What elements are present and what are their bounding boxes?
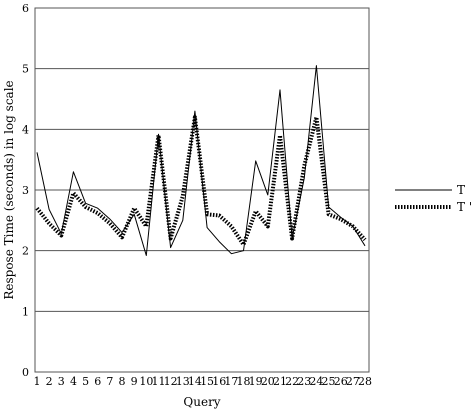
x-tick-label: 4 — [70, 375, 77, 388]
series-line-t — [36, 65, 366, 256]
x-tick-label: 21 — [273, 375, 287, 388]
x-tick-label: 28 — [358, 375, 372, 388]
y-tick-label: 4 — [22, 123, 29, 136]
x-tick-label: 20 — [261, 375, 275, 388]
legend-label: T — [457, 183, 465, 197]
y-axis-label: Respose Time (seconds) in log scale — [2, 80, 16, 299]
x-tick-label: 3 — [58, 375, 65, 388]
y-tick-labels: 0 1 2 3 4 5 6 — [22, 2, 29, 379]
x-tick-label: 10 — [139, 375, 153, 388]
gridlines — [35, 68, 369, 312]
x-tick-label: 6 — [94, 375, 101, 388]
x-tick-label: 14 — [188, 375, 202, 388]
y-tick-label: 1 — [22, 305, 29, 318]
x-tick-label: 16 — [212, 375, 226, 388]
y-tick-label: 2 — [22, 245, 29, 258]
y-tick-label: 0 — [22, 366, 29, 379]
x-tick-label: 17 — [224, 375, 238, 388]
x-tick-label: 13 — [176, 375, 190, 388]
x-tick-label: 2 — [46, 375, 53, 388]
legend: T T ' — [395, 183, 472, 214]
x-tick-label: 9 — [131, 375, 138, 388]
series-line-t-prime — [35, 115, 367, 247]
x-tick-label: 23 — [297, 375, 311, 388]
x-tick-label: 19 — [249, 375, 263, 388]
x-tick-label: 27 — [346, 375, 360, 388]
y-tick-label: 6 — [22, 2, 29, 15]
x-axis-label: Query — [183, 395, 220, 409]
x-tick-label: 18 — [237, 375, 251, 388]
legend-label: T ' — [457, 200, 472, 214]
x-tick-label: 11 — [151, 375, 165, 388]
x-tick-label: 24 — [309, 375, 323, 388]
y-tick-label: 3 — [22, 184, 29, 197]
x-tick-label: 1 — [34, 375, 41, 388]
x-tick-label: 7 — [106, 375, 113, 388]
x-tick-label: 8 — [119, 375, 126, 388]
y-tick-label: 5 — [22, 63, 29, 76]
x-tick-label: 15 — [200, 375, 214, 388]
plot-area-frame — [34, 7, 370, 373]
x-tick-labels: 1 2 3 4 5 6 7 8 9 1011121314151617181920212223242… — [34, 375, 373, 388]
x-tick-label: 26 — [334, 375, 348, 388]
x-tick-label: 25 — [322, 375, 336, 388]
x-tick-label: 22 — [285, 375, 299, 388]
series-lines — [35, 65, 367, 256]
x-tick-label: 12 — [164, 375, 178, 388]
x-tick-label: 5 — [82, 375, 89, 388]
